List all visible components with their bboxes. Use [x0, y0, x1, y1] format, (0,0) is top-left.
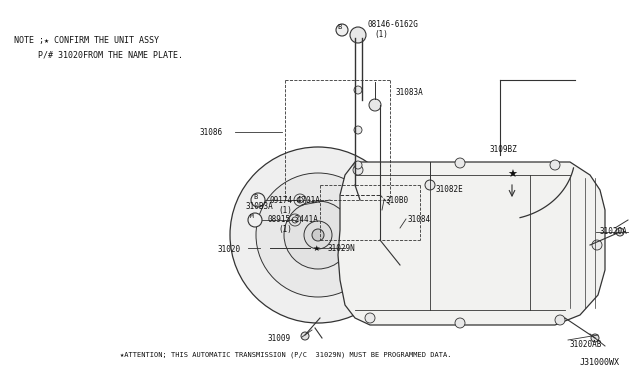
Circle shape [555, 315, 565, 325]
Circle shape [336, 24, 348, 36]
Circle shape [616, 228, 624, 236]
Text: 31086: 31086 [200, 128, 223, 137]
Circle shape [591, 334, 599, 342]
Text: B: B [253, 194, 257, 200]
Circle shape [550, 160, 560, 170]
Text: 31020A: 31020A [600, 227, 628, 236]
Text: 31020: 31020 [218, 245, 241, 254]
Circle shape [312, 229, 324, 241]
Circle shape [369, 99, 381, 111]
Text: 310B0: 310B0 [385, 196, 408, 205]
Text: NOTE ;★ CONFIRM THE UNIT ASSY: NOTE ;★ CONFIRM THE UNIT ASSY [14, 36, 159, 45]
Circle shape [248, 213, 262, 227]
Circle shape [365, 313, 375, 323]
Text: 31082E: 31082E [436, 185, 464, 194]
Text: 08146-6162G: 08146-6162G [368, 20, 419, 29]
Text: J31000WX: J31000WX [580, 358, 620, 367]
Text: P/# 31020FROM THE NAME PLATE.: P/# 31020FROM THE NAME PLATE. [38, 50, 183, 59]
Text: (1): (1) [278, 225, 292, 234]
Circle shape [354, 126, 362, 134]
Text: 08915-2441A: 08915-2441A [267, 215, 318, 224]
Circle shape [455, 158, 465, 168]
Circle shape [251, 193, 265, 207]
Circle shape [353, 165, 363, 175]
Circle shape [592, 240, 602, 250]
Text: B: B [337, 24, 341, 30]
Circle shape [350, 27, 366, 43]
Circle shape [354, 86, 362, 94]
Text: 3109BZ: 3109BZ [490, 145, 518, 154]
Text: 310B3A: 310B3A [245, 202, 273, 211]
Text: ★: ★ [312, 244, 319, 253]
Text: 09174-4701A: 09174-4701A [270, 196, 321, 205]
Text: M: M [250, 215, 254, 219]
Text: 31083A: 31083A [396, 88, 424, 97]
Circle shape [425, 180, 435, 190]
Text: ★: ★ [507, 170, 517, 180]
Text: 31009: 31009 [268, 334, 291, 343]
Circle shape [301, 332, 309, 340]
Polygon shape [338, 162, 605, 325]
Text: (1): (1) [374, 30, 388, 39]
Circle shape [354, 161, 362, 169]
Text: (1): (1) [278, 206, 292, 215]
Circle shape [455, 318, 465, 328]
Circle shape [304, 221, 332, 249]
Circle shape [256, 173, 380, 297]
Circle shape [284, 201, 352, 269]
Text: 31020AB: 31020AB [570, 340, 602, 349]
Text: 31029N: 31029N [328, 244, 356, 253]
Text: 31084: 31084 [408, 215, 431, 224]
Circle shape [230, 147, 406, 323]
Text: ★ATTENTION; THIS AUTOMATIC TRANSMISSION (P/C  31029N) MUST BE PROGRAMMED DATA.: ★ATTENTION; THIS AUTOMATIC TRANSMISSION … [120, 352, 451, 359]
Ellipse shape [253, 148, 383, 323]
